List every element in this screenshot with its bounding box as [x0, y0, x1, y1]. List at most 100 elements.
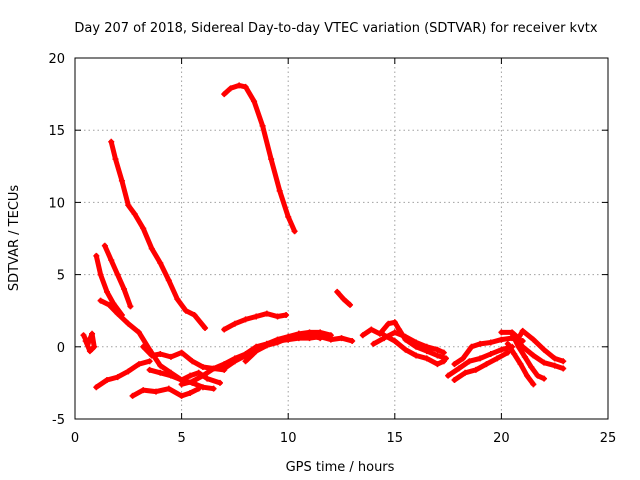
data-point [157, 351, 164, 358]
data-point [402, 333, 409, 340]
series-arc-9 [93, 358, 153, 391]
y-tick-label: 20 [48, 52, 65, 67]
data-point [402, 346, 409, 353]
data-point [445, 372, 452, 379]
data-point [242, 83, 249, 90]
series-arc-25 [504, 340, 537, 388]
series-arc-2 [108, 138, 209, 332]
data-point [274, 313, 281, 320]
data-point [511, 351, 518, 358]
data-point [135, 329, 142, 336]
data-point [498, 346, 505, 353]
data-point [338, 335, 345, 342]
series-arc-15 [334, 288, 354, 308]
data-point [231, 320, 238, 327]
data-point [317, 329, 324, 336]
series-arc-7 [146, 366, 223, 386]
data-point [521, 353, 528, 360]
data-point [110, 300, 117, 307]
data-point [221, 91, 228, 98]
data-point [551, 362, 558, 369]
data-point [157, 260, 164, 267]
data-point [165, 277, 172, 284]
data-point [221, 365, 228, 372]
data-point [167, 353, 174, 360]
data-point [327, 332, 334, 339]
series-arc-21 [451, 349, 511, 384]
data-point [541, 346, 548, 353]
data-point [462, 369, 469, 376]
data-point [187, 390, 194, 397]
data-point [199, 372, 206, 379]
data-point [242, 316, 249, 323]
data-point [263, 342, 270, 349]
data-point [451, 361, 458, 368]
y-tick-label: 15 [48, 124, 65, 139]
data-point [114, 271, 121, 278]
data-point [376, 330, 383, 337]
data-point [440, 349, 447, 356]
series-line [108, 139, 208, 331]
data-point [483, 361, 490, 368]
data-point [423, 343, 430, 350]
data-point [306, 329, 313, 336]
data-point [466, 358, 473, 365]
data-point [530, 381, 537, 388]
data-point [148, 352, 155, 359]
series-arc-8 [129, 385, 202, 399]
data-point [103, 288, 110, 295]
data-point [202, 325, 209, 332]
data-point [519, 343, 526, 350]
data-point [125, 202, 132, 209]
data-point [274, 339, 281, 346]
data-point [242, 352, 249, 359]
data-point [528, 364, 535, 371]
data-point [263, 310, 270, 317]
data-point [108, 257, 115, 264]
data-point [118, 177, 125, 184]
data-point [146, 358, 153, 365]
data-point [140, 225, 147, 232]
data-point [434, 346, 441, 353]
data-point [135, 361, 142, 368]
data-point [97, 271, 104, 278]
data-point [434, 352, 441, 359]
data-point [551, 355, 558, 362]
data-point [125, 368, 132, 375]
data-point [295, 330, 302, 337]
series-arc-3 [101, 242, 134, 310]
data-point [391, 329, 398, 336]
data-point [477, 340, 484, 347]
data-point [541, 375, 548, 382]
data-point [227, 85, 234, 92]
data-point [349, 338, 356, 345]
data-point [167, 372, 174, 379]
data-point [381, 332, 388, 339]
data-point [97, 297, 104, 304]
data-point [523, 372, 530, 379]
data-point [541, 359, 548, 366]
data-point [560, 365, 567, 372]
data-point [513, 335, 520, 342]
data-point [268, 156, 275, 163]
plot-area [80, 82, 567, 399]
data-point [174, 296, 181, 303]
data-point [157, 369, 164, 376]
data-point [340, 296, 347, 303]
data-point [191, 312, 198, 319]
data-point [165, 385, 172, 392]
series-arc-18 [381, 332, 447, 368]
x-tick-label: 0 [71, 431, 79, 446]
data-point [187, 372, 194, 379]
data-point [236, 82, 243, 89]
data-point [359, 332, 366, 339]
data-point [347, 301, 354, 308]
data-point [231, 358, 238, 365]
data-point [182, 307, 189, 314]
data-point [131, 210, 138, 217]
chart-title: Day 207 of 2018, Sidereal Day-to-day VTE… [74, 21, 597, 36]
data-point [534, 372, 541, 379]
series-arc-1 [221, 82, 298, 235]
data-point [434, 361, 441, 368]
